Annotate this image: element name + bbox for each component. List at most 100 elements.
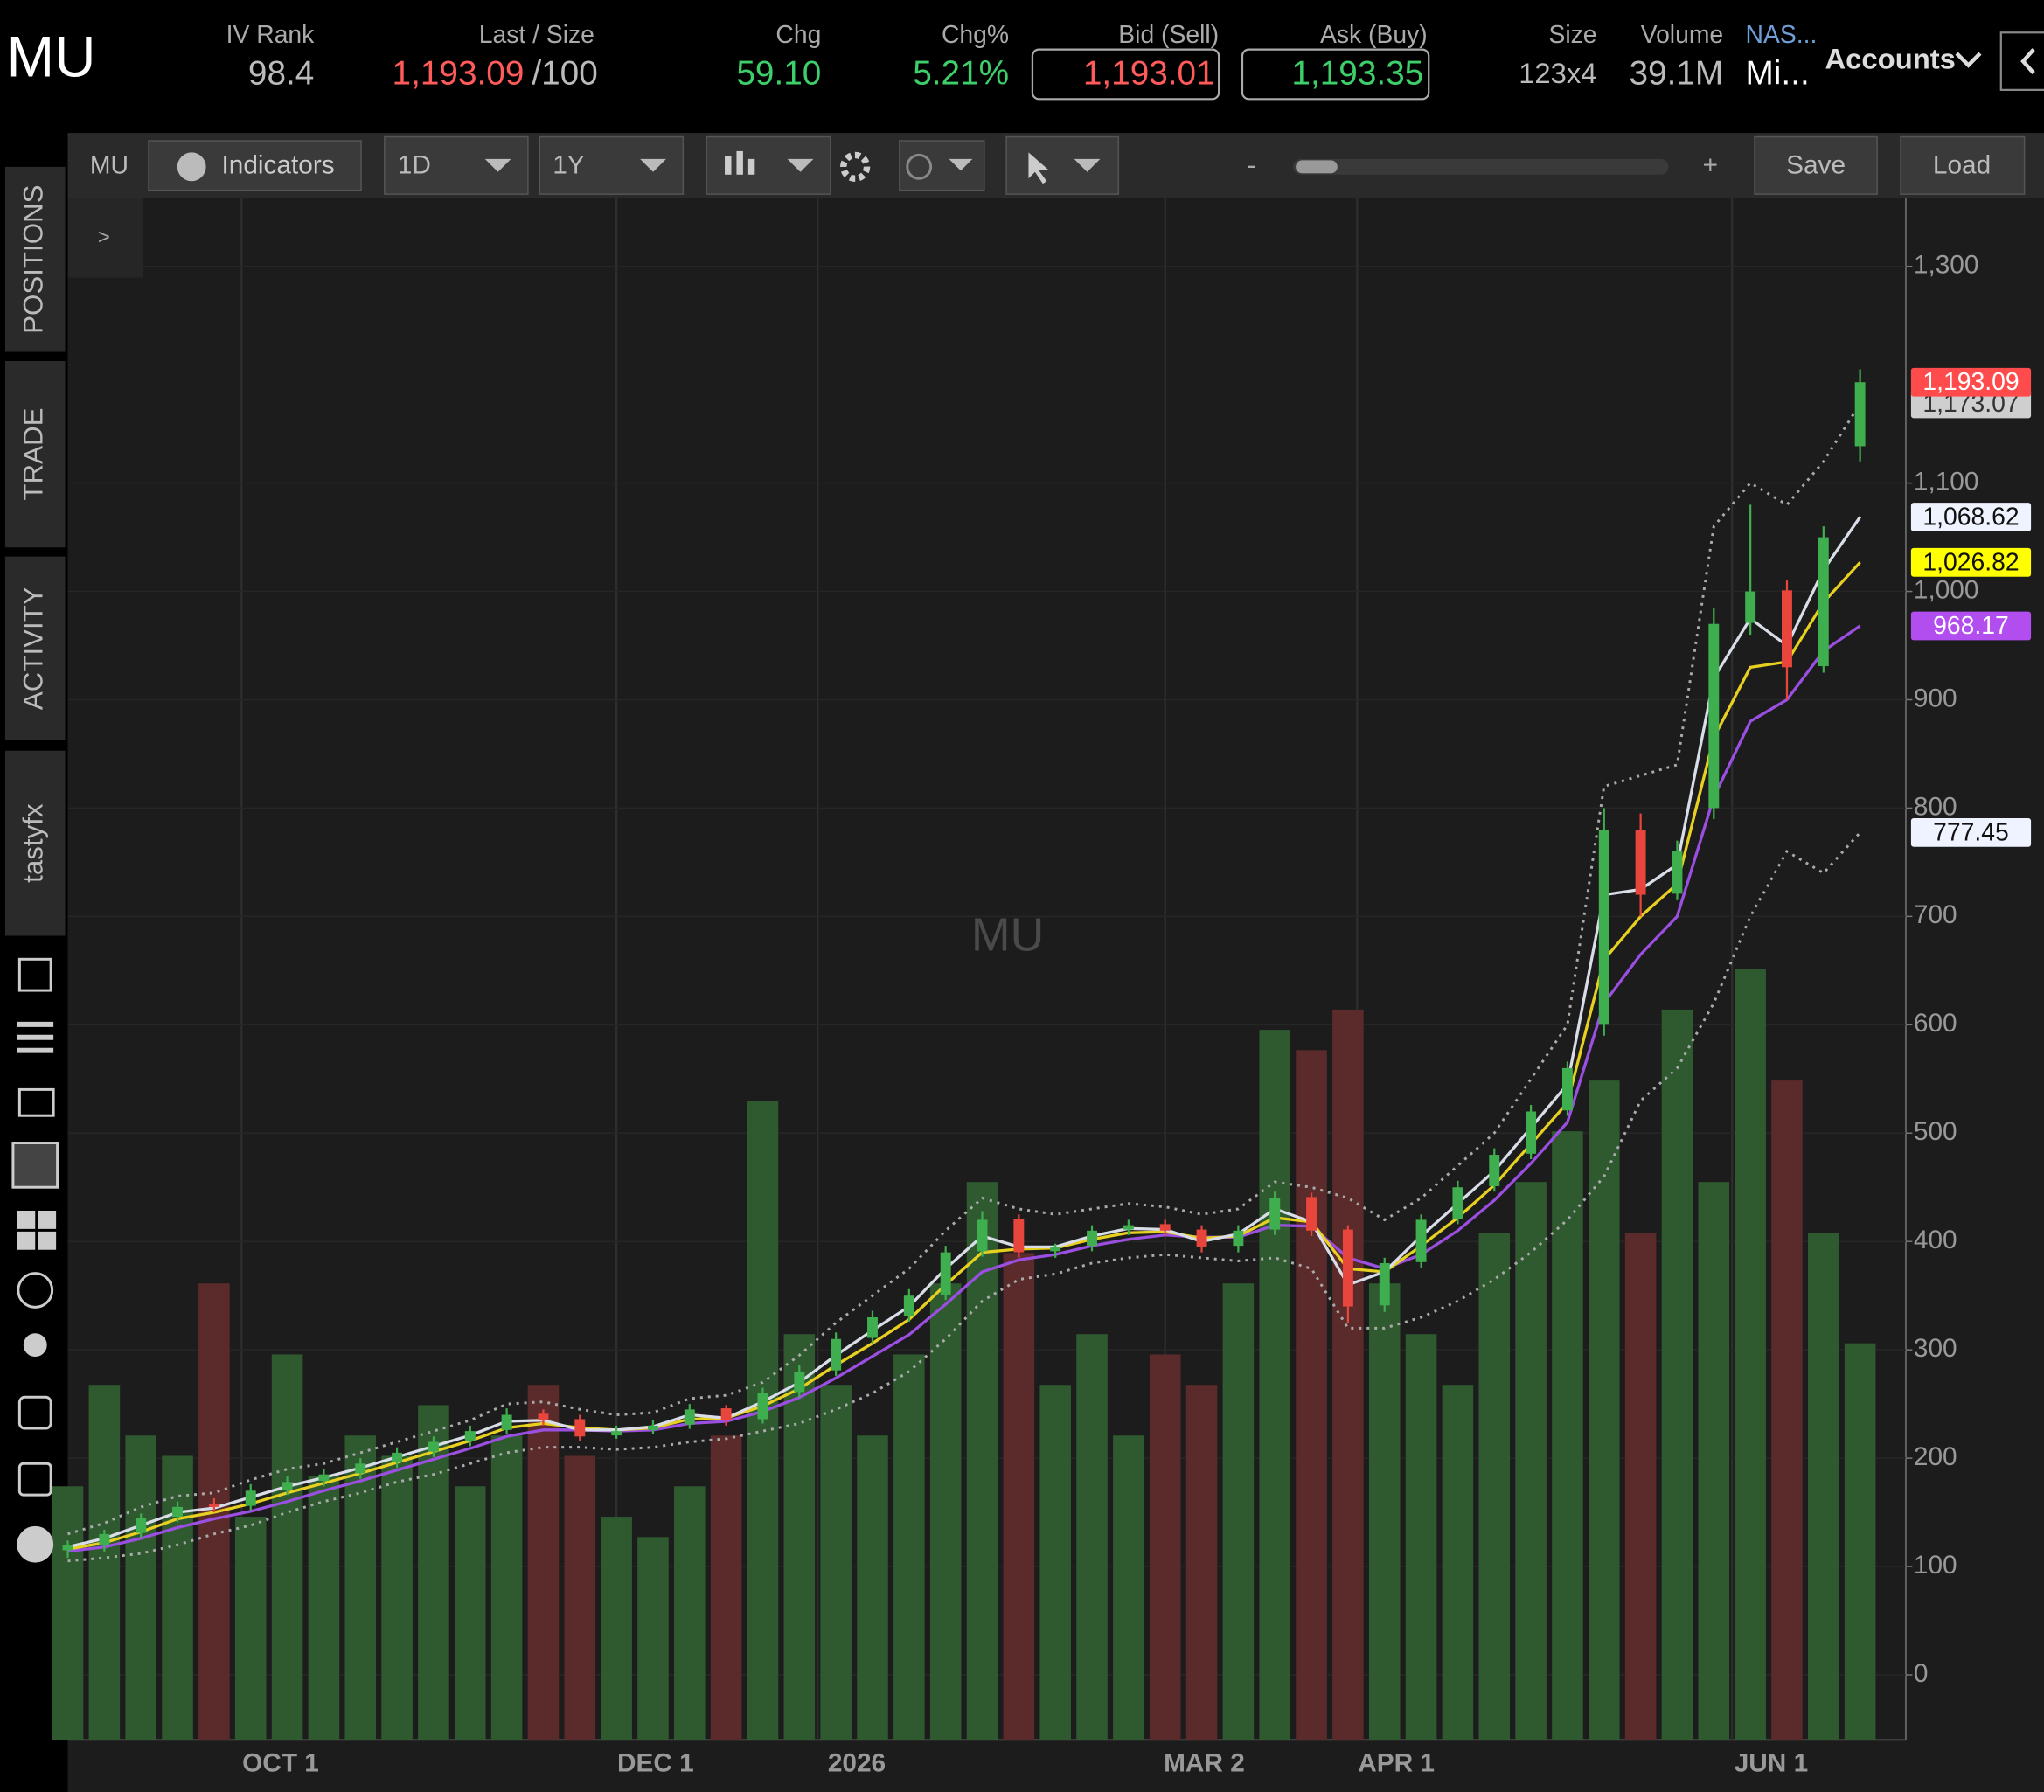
icon-help[interactable] <box>17 1525 54 1563</box>
load-label: Load <box>1933 151 1991 180</box>
y-tick-label: 600 <box>1914 1009 1957 1038</box>
y-tick-label: 0 <box>1914 1659 1929 1688</box>
collapse-button[interactable] <box>1999 31 2044 91</box>
price-label <box>1910 611 2032 641</box>
settings-icon[interactable] <box>839 151 871 182</box>
price-label-text: 1,026.82 <box>1922 548 2019 576</box>
sidebar-tab[interactable] <box>4 360 66 548</box>
icon-calendar[interactable] <box>17 1395 52 1430</box>
y-tick-label: 1,100 <box>1914 467 1979 496</box>
field-label: Chg <box>775 21 821 49</box>
bid-box[interactable] <box>1031 48 1220 101</box>
cursor-select[interactable] <box>1005 135 1120 195</box>
icon-tv[interactable] <box>17 1087 55 1117</box>
price-label-text: 968.17 <box>1933 612 2009 640</box>
volume-bar <box>344 1435 377 1740</box>
price-axis <box>1905 198 2044 1740</box>
sidebar-tab[interactable] <box>4 166 66 352</box>
candle-body <box>1708 623 1720 809</box>
candle-body <box>1087 1230 1097 1247</box>
field-value: 5.21% <box>913 55 1009 93</box>
x-tick-label: APR 1 <box>1358 1749 1435 1778</box>
candle-body <box>1561 1067 1573 1111</box>
zoom-slider[interactable] <box>1293 158 1669 175</box>
range-label: 1Y <box>553 151 585 180</box>
volume-bar <box>1698 1182 1730 1740</box>
volume-bar <box>1771 1080 1803 1740</box>
sidebar-tab[interactable] <box>4 556 66 740</box>
field-size: /100 <box>532 55 597 93</box>
volume-bar <box>52 1486 84 1740</box>
expand-button[interactable] <box>67 198 144 278</box>
volume-bar <box>125 1435 156 1740</box>
icon-fi[interactable] <box>17 1462 52 1497</box>
accounts[interactable]: Accounts <box>1825 43 1956 75</box>
candle-body <box>757 1393 768 1420</box>
crosshair-select[interactable] <box>899 140 985 191</box>
volume-bar <box>454 1486 486 1740</box>
field-value: 1,193.09 <box>393 55 525 93</box>
zoom-out[interactable]: - <box>1247 151 1255 180</box>
ask-box[interactable] <box>1241 48 1430 101</box>
field-label: Ask (Buy) <box>1320 21 1428 49</box>
price-label <box>1910 817 2032 847</box>
load-button[interactable] <box>1900 135 2026 195</box>
candle-body <box>1379 1263 1390 1306</box>
volume-bar <box>234 1517 267 1740</box>
candle-body <box>1452 1187 1463 1219</box>
candle-body <box>794 1371 805 1393</box>
candle-body <box>1415 1219 1427 1262</box>
sidebar-icons <box>11 957 59 1563</box>
volume-bar <box>674 1486 706 1740</box>
field-value: 1,193.35 <box>1291 55 1423 93</box>
x-tick-label: 2026 <box>828 1749 886 1778</box>
candle-body <box>501 1414 512 1430</box>
icon-list[interactable] <box>17 1021 54 1053</box>
volume-bar <box>1149 1354 1181 1740</box>
volume-bar <box>1405 1334 1437 1740</box>
price-label <box>1910 547 2032 577</box>
volume-bar <box>1735 969 1766 1740</box>
save-button[interactable] <box>1754 135 1878 195</box>
price-label-text: 777.45 <box>1933 818 2009 846</box>
volume-bar <box>1588 1080 1620 1740</box>
icon-chart[interactable] <box>11 1142 59 1189</box>
range-caret <box>640 158 666 172</box>
toolbar-symbol: MU <box>90 151 129 179</box>
candle-body <box>1489 1155 1500 1187</box>
volume-bar <box>271 1354 303 1740</box>
volume-bar <box>1259 1030 1291 1740</box>
field-label: Chg% <box>942 21 1009 49</box>
sidebar-tab[interactable] <box>4 750 66 936</box>
price-label <box>1910 503 2032 531</box>
volume-bar <box>1478 1233 1511 1740</box>
x-tick-label: JUN 1 <box>1735 1749 1808 1778</box>
icon-community[interactable] <box>23 1333 47 1358</box>
volume-bar <box>1003 1253 1035 1740</box>
expand-label: > <box>98 226 110 249</box>
field-label: Volume <box>1641 21 1723 49</box>
accounts-chevron[interactable] <box>1955 52 1982 68</box>
volume-bar <box>1113 1435 1144 1740</box>
interval-label: 1D <box>398 151 431 180</box>
field-value: Mi... <box>1746 55 1810 93</box>
y-tick-label: 1,000 <box>1914 575 1979 604</box>
candle-body <box>1745 591 1756 623</box>
icon-grid[interactable] <box>17 1211 57 1250</box>
candle-body <box>1233 1230 1244 1247</box>
indicators-label: Indicators <box>221 151 334 180</box>
icon-history[interactable] <box>17 1272 54 1309</box>
candle-body <box>1342 1229 1353 1307</box>
volume-bar <box>929 1283 962 1740</box>
candle-body <box>1159 1224 1171 1231</box>
zoom-thumb[interactable] <box>1296 160 1338 174</box>
y-tick-label: 500 <box>1914 1117 1957 1146</box>
zoom-in[interactable]: + <box>1703 151 1718 180</box>
icon-news[interactable] <box>17 957 52 992</box>
plot: MU <box>52 198 1906 1740</box>
candle-body <box>1123 1225 1134 1230</box>
candle-body <box>720 1408 732 1420</box>
y-tick-label: 700 <box>1914 900 1957 929</box>
candle-body <box>1526 1111 1537 1154</box>
